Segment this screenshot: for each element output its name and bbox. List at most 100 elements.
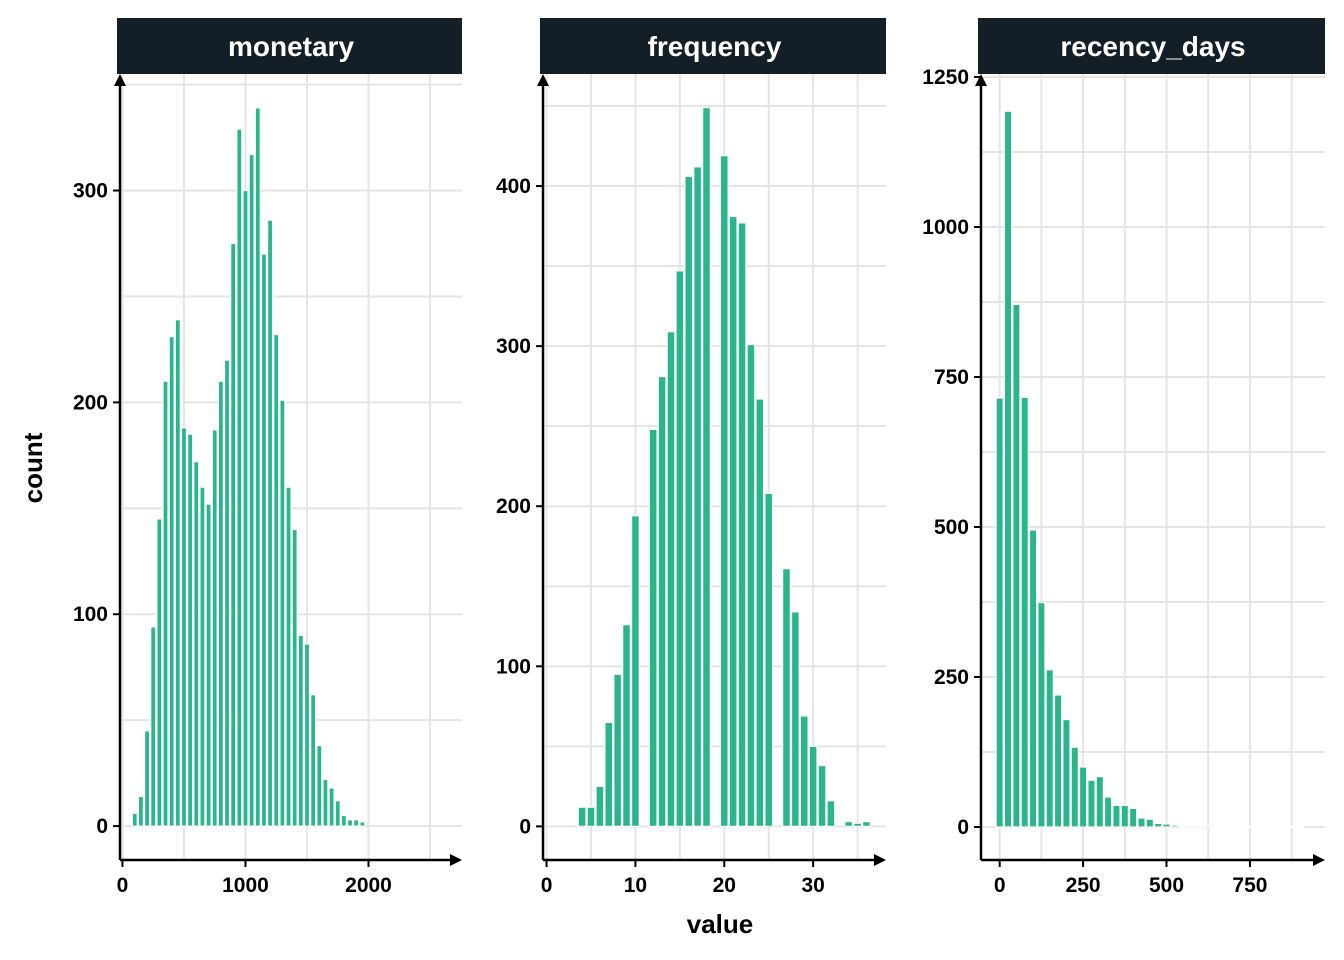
histogram-bar [211,429,218,827]
histogram-bar [322,778,329,827]
y-tick-label: 200 [73,391,108,414]
histogram-bar [143,730,151,827]
facet-strip: frequency [540,18,886,74]
histogram-bar [205,503,212,827]
histogram-bar [782,568,791,827]
histogram-bars [995,110,1305,829]
x-tick-label: 20 [713,874,736,897]
histogram-bar [254,107,261,827]
histogram-bar [162,380,169,827]
facet-strip: monetary [117,18,462,74]
y-tick-label: 400 [496,175,531,198]
histogram-bar [223,359,231,827]
histogram-bar [586,806,596,827]
histogram-bar [1045,669,1054,828]
histogram-bar [199,486,206,827]
histogram-bar [1103,796,1113,828]
histogram-bar [340,814,347,827]
histogram-bar [1095,775,1104,828]
y-axis-arrow [114,74,126,86]
histogram-bar [1162,823,1171,828]
y-tick-label: 1250 [922,66,969,89]
y-axis-arrow [975,74,987,86]
histogram-bar [1295,825,1305,829]
histogram-bar [1078,766,1088,828]
histogram-bar [790,611,800,827]
histogram-bar [1087,779,1096,828]
histogram-bar [297,634,304,827]
histogram-bar [242,189,249,827]
histogram-bar [174,319,181,827]
histogram-bar [328,787,335,827]
histogram-bar [613,673,623,827]
histogram-bar [187,433,194,827]
facet-panel-recency-days: 0 250 500 750 1000 1250 0 250 500 750 recency_days [922,18,1325,897]
x-tick-label: 0 [117,874,129,897]
x-axis-title: value [687,909,754,939]
histogram-bar [666,331,676,827]
y-tick-label: 100 [496,655,531,678]
facet-strip-background [117,18,462,74]
histogram-bar [1237,825,1246,829]
facet-panel-frequency: 0 100 200 300 400 0 10 20 30 frequency [496,18,886,897]
histogram-bar [260,253,268,827]
histogram-bar [604,721,614,827]
x-tick-label: 500 [1149,874,1184,897]
histogram-bar [291,528,298,827]
x-tick-label: 0 [541,874,553,897]
histogram-bar [657,375,667,827]
histogram-bar [1187,825,1196,828]
histogram-bar [853,822,863,827]
histogram-bar [217,380,224,827]
histogram-bar [1003,110,1013,828]
histogram-bar [131,812,138,827]
y-tick-label: 0 [519,815,531,838]
histogram-bar [1245,825,1255,829]
histogram-bar [1170,824,1180,828]
y-axis-title: count [18,432,48,503]
histogram-bar [1229,825,1238,829]
y-tick-label: 250 [934,666,969,689]
facet-strip: recency_days [978,18,1325,74]
histogram-bar [150,626,157,827]
histogram-bar [577,806,587,827]
histogram-bar [193,461,200,827]
histogram-bar [1270,825,1280,829]
x-tick-label: 10 [624,874,647,897]
histogram-bar [764,492,774,827]
histogram-bar [693,166,703,827]
x-axis-arrow [874,854,886,866]
histogram-bars [577,107,871,827]
histogram-bar [303,643,311,827]
histogram-bar [808,745,818,827]
histogram-bar [1120,804,1129,828]
histogram-bar [1220,825,1230,829]
histogram-bar [630,515,640,827]
x-tick-label: 30 [801,874,824,897]
facet-strip-label: monetary [228,31,354,62]
x-tick-label: 0 [994,874,1006,897]
facet-strip-label: recency_days [1060,31,1245,62]
histogram-bars [131,107,366,827]
histogram-bar [359,821,366,827]
histogram-bar [1254,825,1263,829]
histogram-bar [168,336,175,827]
y-tick-label: 1000 [922,216,969,239]
histogram-bar [755,398,765,827]
y-tick-label: 750 [934,366,969,389]
histogram-bar [728,215,738,827]
histogram-bar [1112,804,1121,828]
histogram-bar [334,800,341,827]
y-axis-arrow [537,74,549,86]
histogram-bar [648,428,658,827]
histogram-bar [353,819,360,827]
histogram-bar [279,399,286,827]
histogram-bar [346,819,354,827]
histogram-bar [995,397,1004,828]
facet-strip-label: frequency [648,31,782,62]
facet-strip-background [540,18,886,74]
facet-strip-background [978,18,1325,74]
histogram-bar [1137,817,1146,828]
